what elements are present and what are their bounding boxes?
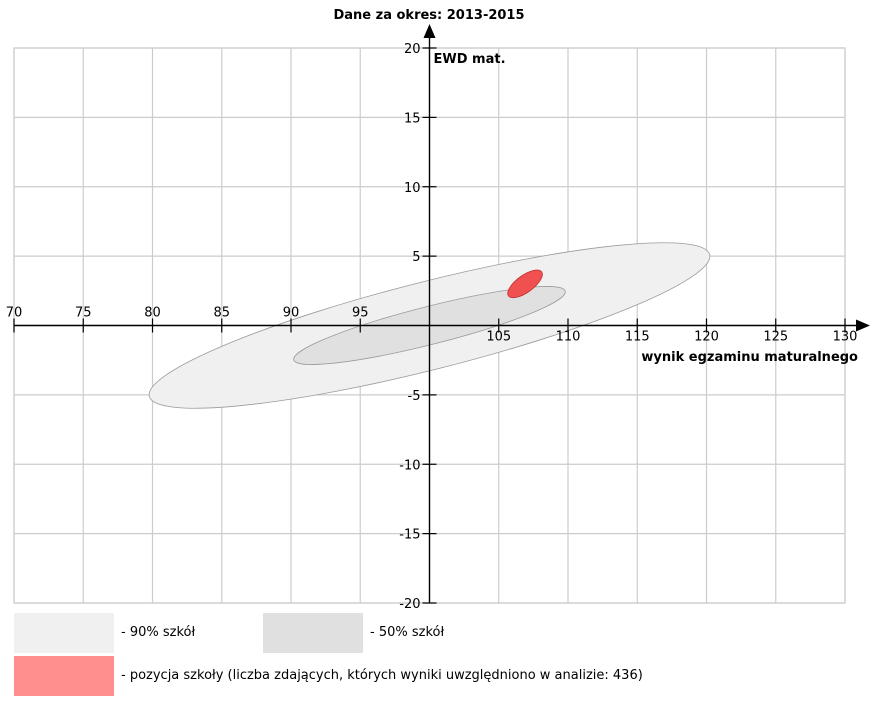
y-tick-label: -5 <box>408 389 421 404</box>
x-tick-label: 115 <box>625 330 650 345</box>
y-tick-label: -20 <box>399 597 420 610</box>
x-tick-label: 75 <box>75 306 92 321</box>
legend-label-school: - pozycja szkoły (liczba zdających, któr… <box>121 668 643 683</box>
x-tick-label: 130 <box>833 330 858 345</box>
legend-swatch-50 <box>263 613 363 653</box>
x-axis-arrow-icon <box>856 319 870 332</box>
legend-swatch-school <box>14 656 114 696</box>
y-tick-label: -15 <box>399 528 420 543</box>
y-axis-label: EWD mat. <box>434 52 506 67</box>
y-axis-arrow-icon <box>423 24 436 38</box>
legend-label-50: - 50% szkół <box>370 625 445 640</box>
legend-swatch-90 <box>14 613 114 653</box>
y-tick-label: 5 <box>412 250 420 265</box>
x-tick-label: 70 <box>6 306 23 321</box>
x-tick-label: 120 <box>694 330 719 345</box>
x-tick-label: 90 <box>283 306 300 321</box>
legend-label-90: - 90% szkół <box>121 625 196 640</box>
y-tick-label: 15 <box>404 111 421 126</box>
x-tick-label: 110 <box>556 330 581 345</box>
y-tick-label: -10 <box>399 458 420 473</box>
x-tick-label: 95 <box>352 306 369 321</box>
y-tick-label: 20 <box>404 42 421 57</box>
chart-title: Dane za okres: 2013-2015 <box>333 8 524 23</box>
x-tick-label: 85 <box>213 306 230 321</box>
x-tick-label: 105 <box>486 330 511 345</box>
x-tick-label: 125 <box>763 330 788 345</box>
y-tick-label: 10 <box>404 181 421 196</box>
x-axis-label: wynik egzaminu maturalnego <box>641 350 858 365</box>
ellipse-school <box>507 269 543 299</box>
x-tick-label: 80 <box>144 306 161 321</box>
